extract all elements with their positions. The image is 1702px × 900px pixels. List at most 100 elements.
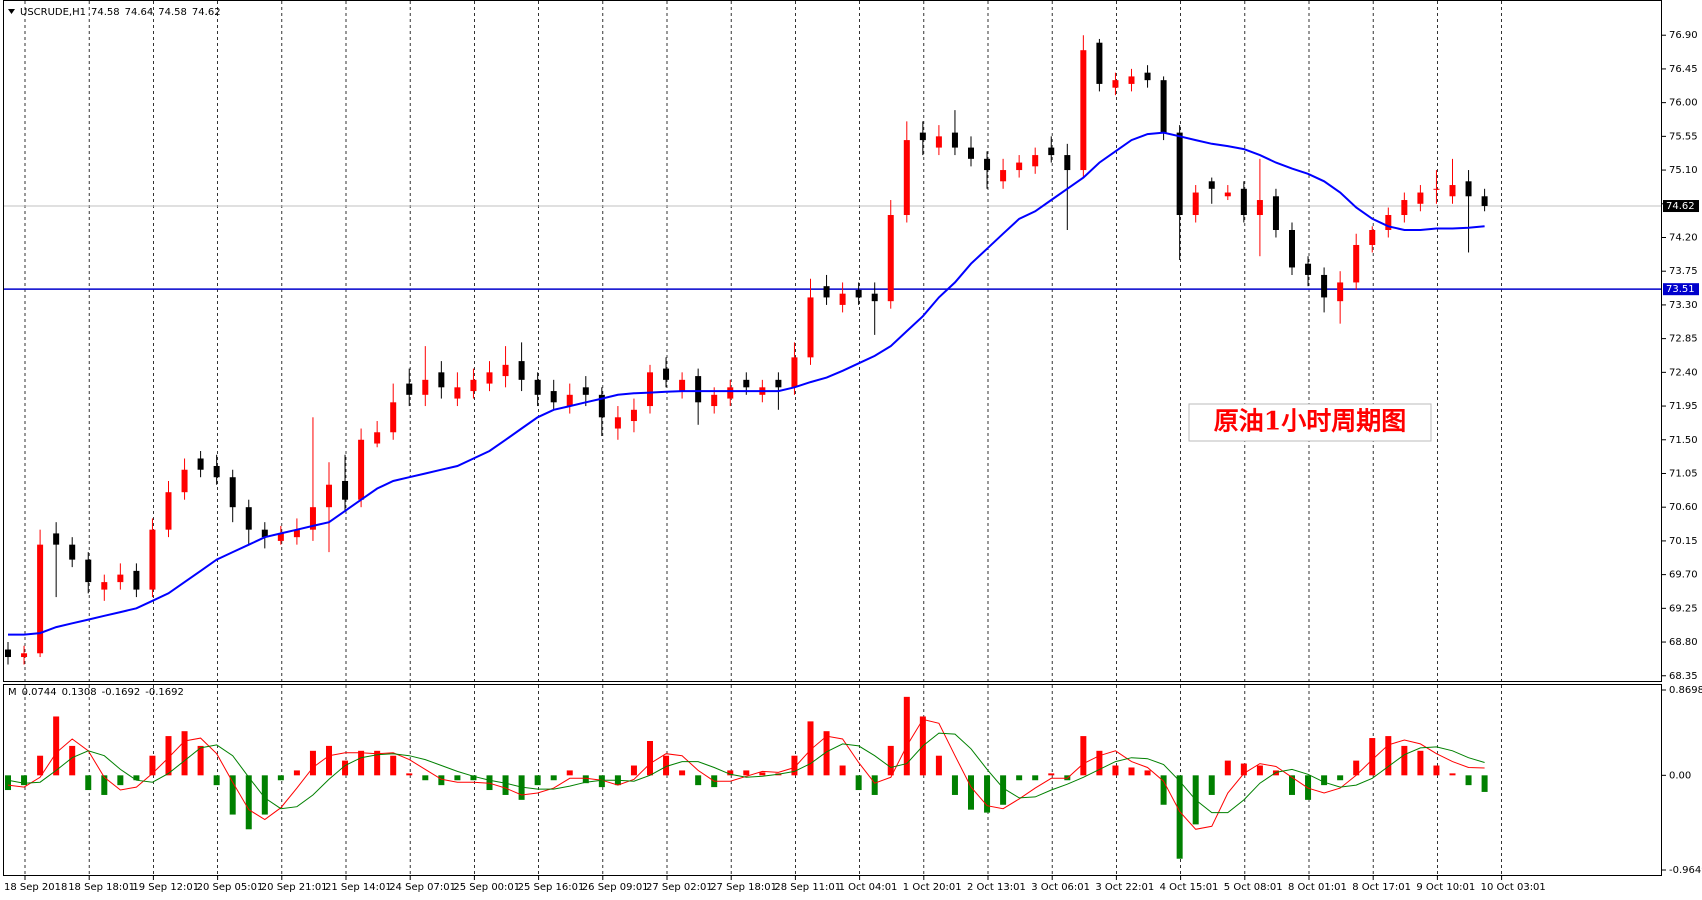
momentum-bar bbox=[309, 750, 316, 776]
momentum-bar bbox=[1449, 773, 1456, 776]
momentum-bar bbox=[903, 696, 910, 776]
momentum-bar bbox=[855, 775, 862, 791]
sub-frame bbox=[3, 684, 1662, 876]
y-tick-label: 76.00 bbox=[1669, 98, 1698, 109]
momentum-bar bbox=[743, 770, 750, 776]
momentum-bar bbox=[759, 772, 766, 776]
candle-body bbox=[1224, 192, 1231, 197]
x-tick-label: 2 Oct 13:01 bbox=[967, 882, 1026, 893]
momentum-bar bbox=[1337, 775, 1344, 781]
candle-body bbox=[679, 379, 686, 392]
candle-body bbox=[1128, 76, 1135, 84]
candle-body bbox=[117, 574, 124, 583]
candle-body bbox=[887, 215, 894, 302]
y-tick-label: 75.10 bbox=[1669, 165, 1698, 176]
candle-body bbox=[582, 387, 589, 395]
candle-body bbox=[438, 372, 445, 388]
candle-body bbox=[1000, 170, 1007, 182]
candle-body bbox=[727, 387, 734, 399]
y-tick-label: 69.70 bbox=[1669, 570, 1698, 581]
header-value: 74.64 bbox=[125, 7, 154, 18]
candle-body bbox=[1369, 229, 1376, 245]
candle-body bbox=[502, 364, 509, 377]
momentum-bar bbox=[1385, 736, 1392, 776]
momentum-bar bbox=[1032, 775, 1039, 781]
momentum-bar bbox=[968, 775, 974, 810]
x-tick-label: 27 Sep 02:01 bbox=[646, 882, 713, 893]
candle-body bbox=[101, 582, 108, 590]
candle-body bbox=[518, 361, 525, 380]
candle-body bbox=[358, 439, 365, 500]
candle-body bbox=[133, 570, 140, 590]
candle-body bbox=[293, 529, 300, 538]
candle-body bbox=[743, 379, 750, 388]
moving-average bbox=[8, 131, 1485, 636]
momentum-bar bbox=[984, 775, 991, 813]
header-title: M bbox=[8, 687, 17, 698]
x-tick-label: 9 Oct 10:01 bbox=[1416, 882, 1475, 893]
x-tick-label: 28 Sep 11:01 bbox=[774, 882, 841, 893]
momentum-bar bbox=[550, 775, 557, 781]
candle-body bbox=[261, 529, 268, 538]
candle-body bbox=[534, 379, 541, 395]
candle-body bbox=[53, 533, 60, 545]
momentum-bar bbox=[679, 770, 686, 776]
x-tick-label: 24 Sep 07:01 bbox=[389, 882, 456, 893]
momentum-bar bbox=[277, 775, 284, 781]
x-tick-label: 8 Oct 01:01 bbox=[1288, 882, 1347, 893]
momentum-bar bbox=[1240, 763, 1247, 776]
candle-body bbox=[775, 379, 782, 388]
momentum-bar bbox=[454, 775, 461, 781]
signal-line bbox=[7, 732, 1485, 814]
candle-body bbox=[1016, 162, 1023, 171]
x-tick-label: 19 Sep 12:01 bbox=[132, 882, 199, 893]
momentum-bar bbox=[871, 775, 878, 795]
candle-body bbox=[374, 432, 381, 444]
candle-body bbox=[1481, 196, 1488, 207]
candle-body bbox=[197, 458, 204, 470]
momentum-bar bbox=[149, 755, 156, 776]
signal-line bbox=[7, 718, 1485, 830]
candle-body bbox=[470, 379, 477, 392]
y-tick-label: 70.15 bbox=[1669, 536, 1698, 547]
x-tick-label: 8 Oct 17:01 bbox=[1352, 882, 1411, 893]
hline-price-box bbox=[1663, 283, 1699, 296]
y-tick-label: 0.00 bbox=[1669, 770, 1691, 781]
momentum-bar bbox=[1208, 775, 1215, 795]
candle-body bbox=[181, 469, 188, 493]
y-tick-label: 0.8698 bbox=[1669, 685, 1702, 696]
candle-body bbox=[1192, 192, 1199, 216]
candle-body bbox=[1144, 72, 1151, 81]
header-value: 0.1308 bbox=[62, 687, 97, 698]
x-tick-label: 3 Oct 06:01 bbox=[1031, 882, 1090, 893]
y-tick-label: 71.50 bbox=[1669, 435, 1698, 446]
candle-body bbox=[21, 653, 28, 658]
y-tick-label: 70.60 bbox=[1669, 502, 1698, 513]
plot bbox=[4, 35, 1662, 859]
y-tick-label: 71.95 bbox=[1669, 401, 1698, 412]
x-tick-label: 5 Oct 08:01 bbox=[1224, 882, 1283, 893]
candle-body bbox=[486, 372, 493, 384]
momentum-bar bbox=[390, 755, 397, 776]
candle-body bbox=[1096, 42, 1103, 84]
axes bbox=[3, 0, 1662, 876]
candle-body bbox=[85, 559, 92, 583]
candle-body bbox=[326, 484, 332, 508]
momentum-bar bbox=[342, 760, 349, 776]
momentum-bar bbox=[695, 775, 702, 786]
momentum-bar bbox=[293, 770, 300, 776]
momentum-bar bbox=[663, 755, 670, 776]
momentum-bar bbox=[1016, 775, 1023, 781]
momentum-bar bbox=[1417, 750, 1424, 776]
momentum-bar bbox=[1369, 738, 1376, 776]
x-tick-label: 26 Sep 09:01 bbox=[582, 882, 649, 893]
momentum-bar bbox=[887, 745, 894, 776]
y-tick-label: 75.55 bbox=[1669, 131, 1698, 142]
candle-body bbox=[245, 507, 252, 530]
x-tick-label: 18 Sep 2018 bbox=[4, 882, 67, 893]
candle-body bbox=[37, 544, 44, 654]
candle-body bbox=[791, 357, 798, 388]
candle-body bbox=[1080, 50, 1087, 171]
